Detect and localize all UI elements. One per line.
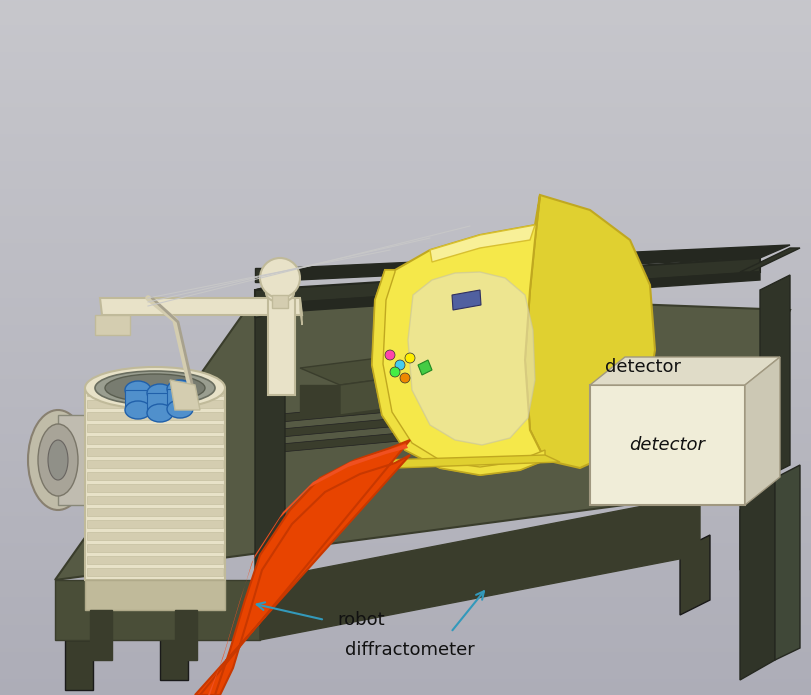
Polygon shape [95,315,130,335]
Ellipse shape [266,284,294,302]
Ellipse shape [147,384,173,402]
Polygon shape [255,282,285,588]
Polygon shape [87,484,223,492]
Polygon shape [371,195,544,475]
Polygon shape [270,395,649,438]
Polygon shape [87,412,223,420]
Polygon shape [381,455,560,468]
Polygon shape [87,460,223,468]
Polygon shape [590,357,779,385]
Polygon shape [87,388,223,396]
Polygon shape [371,270,544,475]
Polygon shape [430,225,534,262]
Polygon shape [87,400,223,408]
Polygon shape [774,465,799,660]
Polygon shape [208,444,407,695]
Ellipse shape [48,440,68,480]
Polygon shape [100,315,102,325]
Ellipse shape [167,400,193,418]
Polygon shape [340,355,560,415]
Polygon shape [525,195,654,468]
Polygon shape [90,610,112,660]
Ellipse shape [167,380,193,398]
Polygon shape [65,640,93,690]
Ellipse shape [95,371,215,405]
Polygon shape [167,389,193,409]
Polygon shape [255,268,285,282]
Polygon shape [407,272,534,445]
Polygon shape [299,385,340,415]
Text: robot: robot [337,611,384,629]
Polygon shape [87,436,223,444]
Polygon shape [169,380,200,410]
Polygon shape [87,496,223,504]
Polygon shape [590,385,744,505]
Polygon shape [268,298,294,395]
Polygon shape [100,298,302,315]
Text: detector: detector [604,358,680,376]
Ellipse shape [38,424,78,496]
Polygon shape [260,495,699,640]
Polygon shape [744,357,779,505]
Ellipse shape [125,401,151,419]
Circle shape [260,258,299,298]
Polygon shape [87,508,223,516]
Polygon shape [87,532,223,540]
Polygon shape [85,390,225,580]
Polygon shape [739,248,799,272]
Polygon shape [679,535,709,615]
Text: detector: detector [629,436,705,454]
Polygon shape [739,495,769,570]
Polygon shape [87,556,223,564]
Polygon shape [160,630,188,680]
Polygon shape [255,282,285,318]
Ellipse shape [85,367,225,409]
Polygon shape [125,390,151,410]
Ellipse shape [28,410,88,510]
Polygon shape [87,520,223,528]
Polygon shape [195,440,410,695]
Polygon shape [452,290,480,310]
Circle shape [384,350,394,360]
Circle shape [405,353,414,363]
Polygon shape [272,295,288,308]
Polygon shape [87,544,223,552]
Polygon shape [418,360,431,375]
Polygon shape [175,610,197,660]
Text: diffractometer: diffractometer [345,641,474,659]
Polygon shape [58,415,85,505]
Polygon shape [299,298,302,325]
Polygon shape [87,448,223,456]
Polygon shape [55,580,260,640]
Polygon shape [299,340,560,385]
Polygon shape [270,410,649,453]
Polygon shape [87,472,223,480]
Ellipse shape [125,381,151,399]
Circle shape [394,360,405,370]
Circle shape [389,367,400,377]
Circle shape [400,373,410,383]
Polygon shape [255,258,759,305]
Polygon shape [739,478,774,680]
Polygon shape [270,380,649,423]
Polygon shape [85,580,225,610]
Polygon shape [759,275,789,480]
Polygon shape [147,393,173,413]
Ellipse shape [147,404,173,422]
Polygon shape [87,424,223,432]
Polygon shape [255,245,789,282]
Polygon shape [87,568,223,576]
Polygon shape [55,290,789,580]
Polygon shape [255,272,759,314]
Ellipse shape [105,374,204,402]
